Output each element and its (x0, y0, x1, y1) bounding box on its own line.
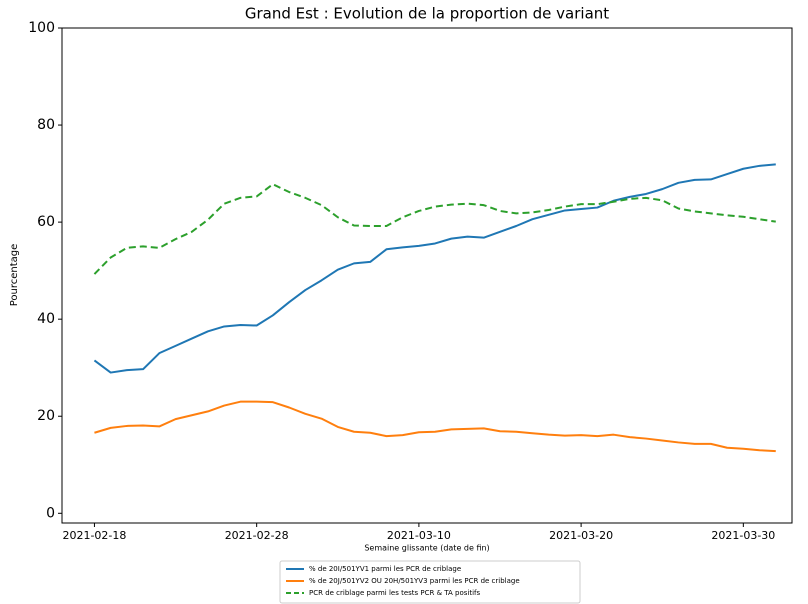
series-line (93, 183, 776, 275)
x-tick-label: 2021-02-28 (225, 529, 289, 542)
legend-label: % de 20J/501YV2 OU 20H/501YV3 parmi les … (309, 577, 520, 585)
y-tick-label: 20 (37, 408, 55, 424)
legend-label: % de 20I/501YV1 parmi les PCR de criblag… (309, 565, 461, 573)
y-axis-label: Pourcentage (9, 244, 20, 307)
x-axis-label: Semaine glissante (date de fin) (364, 544, 489, 553)
legend-label: PCR de criblage parmi les tests PCR & TA… (309, 589, 481, 597)
x-tick-label: 2021-03-20 (549, 529, 613, 542)
y-tick-label: 60 (37, 214, 55, 230)
x-tick-label: 2021-02-18 (62, 529, 126, 542)
y-tick-label: 40 (37, 311, 55, 327)
series-line (94, 400, 776, 453)
chart-title: Grand Est : Evolution de la proportion d… (245, 5, 609, 23)
x-tick-label: 2021-03-10 (387, 529, 451, 542)
y-tick-label: 80 (37, 117, 55, 133)
series-line (93, 163, 776, 374)
legend-box (279, 560, 581, 604)
y-tick-label: 100 (28, 20, 55, 36)
y-tick-label: 0 (46, 505, 55, 521)
plot-frame (61, 27, 793, 524)
x-tick-label: 2021-03-30 (711, 529, 775, 542)
